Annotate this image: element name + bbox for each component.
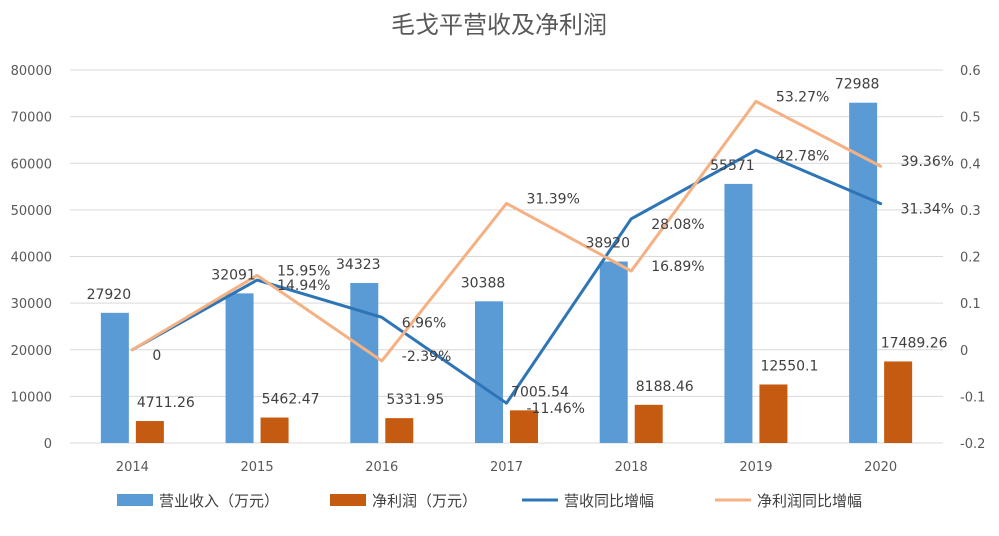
x-axis-tick-label: 2017 xyxy=(490,460,523,475)
right-axis-tick-label: 0.3 xyxy=(960,204,981,219)
x-axis: 2014 2015 2016 2017 2018 2019 2020 xyxy=(116,460,897,475)
net-profit-data-label: 4711.26 xyxy=(137,395,195,411)
net-profit-bar xyxy=(884,361,913,443)
net-profit-bar xyxy=(510,410,538,443)
net-profit-data-label: 17489.26 xyxy=(881,335,948,351)
x-axis-tick-label: 2018 xyxy=(615,460,648,475)
revenue-bar xyxy=(849,102,878,443)
legend: 营业收入（万元） 净利润（万元） 营收同比增幅 净利润同比增幅 xyxy=(117,492,862,510)
net-profit-growth-line xyxy=(130,99,883,363)
net-profit-growth-data-label: 53.27% xyxy=(776,89,829,105)
revenue-data-label: 38920 xyxy=(585,236,630,252)
net-profit-bar xyxy=(759,384,788,443)
revenue-growth-line xyxy=(130,148,883,405)
x-axis-tick-label: 2019 xyxy=(739,460,772,475)
net-profit-growth-data-label: 39.36% xyxy=(901,154,954,170)
right-axis-tick-label: -0.1 xyxy=(960,390,985,405)
legend-label: 净利润（万元） xyxy=(372,492,477,510)
right-axis: -0.2 -0.1 0 0.1 0.2 0.3 0.4 0.5 0.6 xyxy=(960,64,985,452)
chart-title: 毛戈平营收及净利润 xyxy=(391,11,607,39)
revenue-growth-data-label: 28.08% xyxy=(651,217,704,233)
net-profit-data-label: 5462.47 xyxy=(262,392,320,408)
right-axis-tick-label: 0.6 xyxy=(960,64,981,79)
left-axis-tick-label: 70000 xyxy=(11,111,52,126)
x-axis-tick-label: 2020 xyxy=(864,460,897,475)
revenue-growth-data-label: 14.94% xyxy=(277,278,330,294)
left-axis-tick-label: 30000 xyxy=(11,297,52,312)
net-profit-bar xyxy=(260,417,289,443)
left-axis-tick-label: 0 xyxy=(44,437,52,452)
revenue-growth-data-label: 42.78% xyxy=(776,148,829,164)
revenue-growth-data-label: 6.96% xyxy=(402,315,446,331)
revenue-data-label: 30388 xyxy=(461,275,506,291)
data-labels: 27920 32091 34323 30388 38920 55571 72988 4711.… xyxy=(87,77,954,417)
net-profit-data-label: 12550.1 xyxy=(760,358,818,374)
legend-swatch xyxy=(330,494,366,506)
revenue-data-label: 34323 xyxy=(336,257,381,273)
legend-label: 营收同比增幅 xyxy=(564,492,654,510)
net-profit-growth-data-label: 31.39% xyxy=(527,191,580,207)
right-axis-tick-label: 0.5 xyxy=(960,111,981,126)
revenue-data-label: 72988 xyxy=(835,77,880,93)
left-axis-tick-label: 40000 xyxy=(11,251,52,266)
legend-label: 营业收入（万元） xyxy=(159,492,279,510)
bars xyxy=(100,102,913,443)
gridlines xyxy=(70,69,943,444)
revenue-bar xyxy=(225,293,254,443)
revenue-bar xyxy=(475,301,503,443)
net-profit-bar xyxy=(634,404,663,443)
left-axis-tick-label: 60000 xyxy=(11,157,52,172)
legend-label: 净利润同比增幅 xyxy=(757,492,862,510)
right-axis-tick-label: 0.1 xyxy=(960,297,981,312)
lines xyxy=(130,99,883,405)
left-axis: 0 10000 20000 30000 40000 50000 60000 70000 8000… xyxy=(11,64,52,452)
revenue-growth-data-label: 31.34% xyxy=(901,202,954,218)
left-axis-tick-label: 20000 xyxy=(11,344,52,359)
right-axis-tick-label: 0 xyxy=(960,344,968,359)
net-profit-data-label: 8188.46 xyxy=(636,379,694,395)
net-profit-growth-data-label: -2.39% xyxy=(402,349,452,365)
left-axis-tick-label: 80000 xyxy=(11,64,52,79)
revenue-growth-data-label: 0 xyxy=(152,348,161,364)
net-profit-growth-data-label: 15.95% xyxy=(277,263,330,279)
right-axis-tick-label: 0.4 xyxy=(960,157,981,172)
revenue-data-label: 55571 xyxy=(710,158,755,174)
revenue-data-label: 32091 xyxy=(211,267,256,283)
net-profit-growth-data-label: 16.89% xyxy=(651,259,704,275)
revenue-bar xyxy=(724,183,753,443)
revenue-bar xyxy=(599,261,628,443)
net-profit-data-label: 5331.95 xyxy=(386,392,444,408)
revenue-bar xyxy=(350,282,379,443)
left-axis-tick-label: 50000 xyxy=(11,204,52,219)
net-profit-data-label: 7005.54 xyxy=(511,384,569,400)
revenue-growth-data-label: -11.46% xyxy=(527,401,585,417)
x-axis-tick-label: 2015 xyxy=(241,460,274,475)
net-profit-bar xyxy=(135,421,164,443)
x-axis-tick-label: 2014 xyxy=(116,460,149,475)
left-axis-tick-label: 10000 xyxy=(11,390,52,405)
right-axis-tick-label: -0.2 xyxy=(960,437,985,452)
revenue-data-label: 27920 xyxy=(87,287,132,303)
revenue-bar xyxy=(100,312,129,443)
x-axis-tick-label: 2016 xyxy=(365,460,398,475)
right-axis-tick-label: 0.2 xyxy=(960,251,981,266)
legend-swatch xyxy=(117,494,153,506)
net-profit-bar xyxy=(385,418,414,443)
